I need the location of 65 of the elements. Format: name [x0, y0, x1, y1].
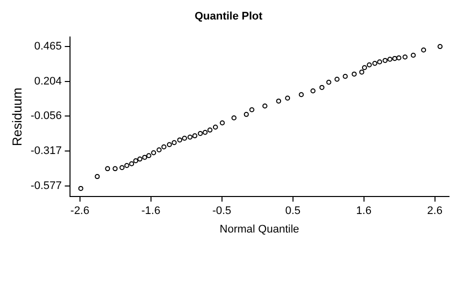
- point: [156, 147, 162, 152]
- point: [78, 186, 84, 191]
- x-axis-title: Normal Quantile: [220, 223, 300, 236]
- point: [231, 115, 236, 120]
- point: [352, 72, 357, 77]
- x-tick-label: 2.6: [427, 205, 442, 218]
- chart-title: Quantile Plot: [194, 10, 263, 23]
- x-tick-label: 1.6: [356, 205, 372, 218]
- point: [146, 153, 152, 158]
- point: [105, 166, 110, 172]
- point: [177, 137, 182, 142]
- x-tick-label: 0.5: [285, 205, 300, 218]
- y-tick-label: 0.465: [34, 40, 62, 53]
- point: [120, 165, 124, 170]
- point: [285, 96, 290, 101]
- point: [387, 56, 392, 62]
- x-tick-label: -2.6: [70, 205, 90, 218]
- point: [212, 124, 218, 130]
- y-axis-title: Residuum: [9, 88, 24, 146]
- point: [249, 107, 254, 112]
- point: [124, 162, 130, 168]
- y-tick-label: 0.204: [34, 75, 62, 88]
- point: [377, 59, 382, 64]
- point: [220, 120, 225, 126]
- point: [396, 55, 402, 60]
- y-tick-label: -0.056: [30, 110, 62, 122]
- point: [421, 48, 426, 53]
- point: [326, 80, 332, 85]
- point: [137, 156, 142, 162]
- point: [151, 150, 156, 156]
- point: [319, 84, 324, 90]
- point: [112, 166, 118, 172]
- point: [161, 144, 166, 150]
- point: [392, 56, 398, 61]
- point: [342, 74, 348, 79]
- point: [133, 158, 138, 164]
- point: [142, 154, 148, 160]
- y-tick-label: -0.577: [30, 180, 62, 192]
- point: [438, 44, 443, 50]
- point: [202, 130, 208, 135]
- y-tick-label: -0.317: [30, 145, 62, 158]
- point: [262, 104, 268, 109]
- point: [362, 65, 367, 70]
- x-tick-label: -0.5: [212, 205, 232, 218]
- point: [298, 92, 304, 98]
- point: [94, 174, 100, 180]
- point: [382, 58, 388, 63]
- x-tick-label: -1.6: [141, 205, 160, 218]
- point: [402, 54, 408, 60]
- point: [129, 161, 134, 166]
- point: [372, 60, 378, 66]
- point: [166, 142, 172, 148]
- point: [198, 131, 203, 136]
- point: [207, 128, 212, 133]
- point: [359, 70, 364, 75]
- point: [310, 88, 316, 94]
- point: [410, 52, 416, 58]
- point: [192, 133, 198, 138]
- point: [244, 112, 249, 117]
- point: [172, 140, 177, 146]
- point: [334, 76, 340, 82]
- point: [188, 134, 193, 140]
- point: [276, 98, 282, 104]
- point: [182, 136, 188, 141]
- point: [366, 62, 372, 68]
